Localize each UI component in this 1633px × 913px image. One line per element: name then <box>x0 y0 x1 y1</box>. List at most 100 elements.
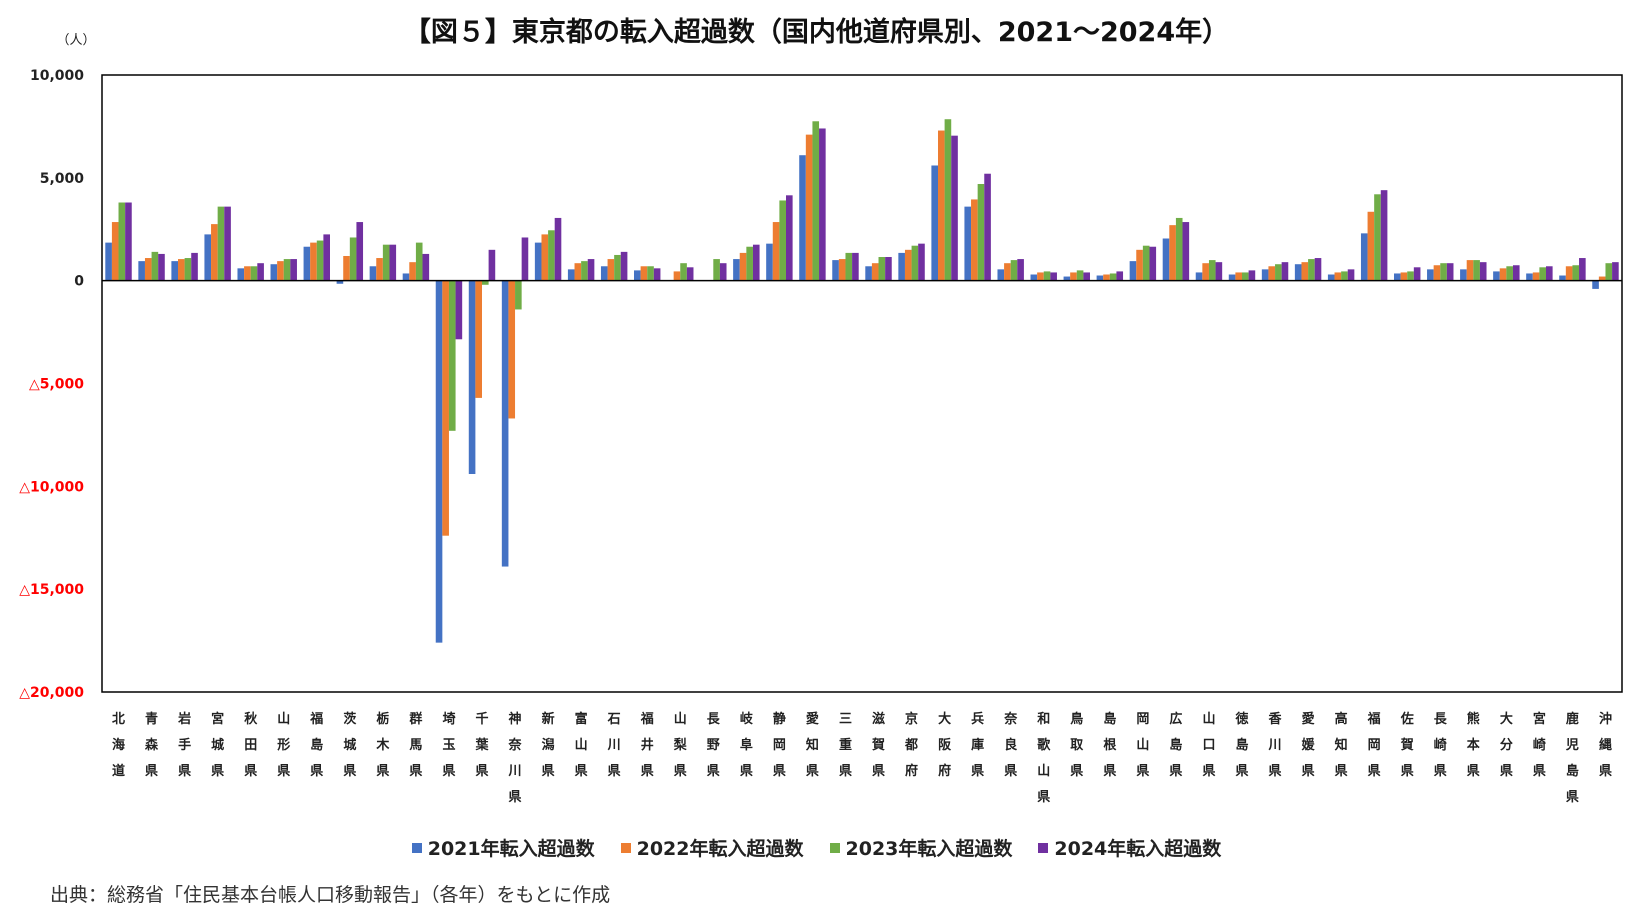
bar-長崎県-2022年転入超過数 <box>1433 265 1441 281</box>
x-category-label: 石川県 <box>607 712 621 779</box>
bar-香川県-2023年転入超過数 <box>1275 264 1282 281</box>
y-tick-label: 0 <box>74 274 84 290</box>
bar-沖縄県-2022年転入超過数 <box>1598 276 1606 281</box>
x-category-label: 鳥取県 <box>1070 711 1084 779</box>
bar-徳島県-2021年転入超過数 <box>1228 274 1236 281</box>
bar-兵庫県-2023年転入超過数 <box>977 184 985 281</box>
bar-山梨県-2024年転入超過数 <box>686 267 694 281</box>
bar-秋田県-2024年転入超過数 <box>257 263 264 281</box>
bar-沖縄県-2024年転入超過数 <box>1612 262 1619 281</box>
x-category-label: 奈良県 <box>1003 711 1018 779</box>
bar-愛知県-2024年転入超過数 <box>819 128 826 281</box>
x-category-label: 宮崎県 <box>1533 711 1546 779</box>
bar-愛媛県-2022年転入超過数 <box>1301 262 1309 281</box>
bar-新潟県-2023年転入超過数 <box>548 230 555 281</box>
bar-沖縄県-2023年転入超過数 <box>1605 263 1613 281</box>
bar-滋賀県-2023年転入超過数 <box>878 257 886 281</box>
chart-title: 【図５】東京都の転入超過数（国内他道府県別、2021～2024年） <box>403 17 1230 48</box>
x-category-label: 大分県 <box>1500 711 1513 779</box>
bar-山梨県-2023年転入超過数 <box>680 263 687 281</box>
bar-愛媛県-2023年転入超過数 <box>1308 259 1315 281</box>
x-category-label: 福井県 <box>640 711 654 779</box>
x-category-label: 和歌山県 <box>1037 711 1051 805</box>
bar-大分県-2021年転入超過数 <box>1493 271 1500 281</box>
x-category-label: 沖縄県 <box>1599 711 1612 779</box>
bar-高知県-2021年転入超過数 <box>1327 274 1335 281</box>
bar-三重県-2024年転入超過数 <box>852 252 859 281</box>
bar-香川県-2022年転入超過数 <box>1268 266 1276 281</box>
bar-富山県-2021年転入超過数 <box>567 269 575 281</box>
bar-茨城県-2021年転入超過数 <box>336 280 344 284</box>
y-tick-label: △15,000 <box>19 582 84 598</box>
x-category-label: 茨城県 <box>343 711 357 779</box>
x-category-label: 香川県 <box>1268 711 1283 779</box>
bar-宮崎県-2021年転入超過数 <box>1526 273 1533 281</box>
y-tick-label: 10,000 <box>30 68 84 84</box>
bar-北海道-2021年転入超過数 <box>105 242 112 281</box>
x-category-label: 山口県 <box>1202 711 1215 779</box>
x-category-label: 青森県 <box>145 711 159 779</box>
x-category-label: 愛知県 <box>806 711 819 779</box>
x-category-label: 広島県 <box>1169 711 1182 779</box>
bar-愛媛県-2021年転入超過数 <box>1294 264 1302 281</box>
bar-熊本県-2024年転入超過数 <box>1479 262 1487 281</box>
x-category-label: 熊本県 <box>1467 711 1480 779</box>
bar-京都府-2021年転入超過数 <box>898 252 905 281</box>
y-tick-label: △20,000 <box>19 685 84 701</box>
bar-鳥取県-2021年転入超過数 <box>1063 276 1071 281</box>
bar-岡山県-2022年転入超過数 <box>1136 249 1143 281</box>
bar-群馬県-2022年転入超過数 <box>409 262 416 281</box>
bar-香川県-2024年転入超過数 <box>1281 262 1289 281</box>
bar-山形県-2021年転入超過数 <box>270 264 278 281</box>
bar-広島県-2022年転入超過数 <box>1169 225 1176 281</box>
bar-広島県-2023年転入超過数 <box>1175 217 1183 281</box>
source-note: 出典：総務省「住民基本台帳人口移動報告」（各年）をもとに作成 <box>50 884 611 906</box>
bar-岐阜県-2023年転入超過数 <box>746 246 753 281</box>
bar-愛知県-2023年転入超過数 <box>812 121 820 281</box>
y-tick-label: △5,000 <box>29 377 84 393</box>
bar-宮城県-2023年転入超過数 <box>217 206 225 281</box>
bar-青森県-2024年転入超過数 <box>158 253 165 281</box>
bar-愛媛県-2024年転入超過数 <box>1314 258 1322 281</box>
x-category-label: 鹿児島県 <box>1565 711 1579 805</box>
x-category-label: 京都府 <box>904 711 918 779</box>
bar-奈良県-2022年転入超過数 <box>1004 263 1011 281</box>
bar-島根県-2021年転入超過数 <box>1096 275 1104 281</box>
x-category-label: 埼玉県 <box>442 711 455 779</box>
bar-熊本県-2021年転入超過数 <box>1460 269 1467 281</box>
bar-鹿児島県-2024年転入超過数 <box>1579 258 1586 281</box>
bar-福島県-2021年転入超過数 <box>303 246 311 281</box>
bar-奈良県-2024年転入超過数 <box>1017 259 1024 281</box>
bar-長野県-2023年転入超過数 <box>713 259 720 281</box>
x-category-label: 神奈川県 <box>508 711 523 805</box>
x-category-label: 岩手県 <box>177 711 191 779</box>
bar-岡山県-2024年転入超過数 <box>1149 246 1157 281</box>
bar-新潟県-2021年転入超過数 <box>534 242 542 281</box>
bar-石川県-2022年転入超過数 <box>607 259 615 281</box>
bar-新潟県-2024年転入超過数 <box>554 217 562 281</box>
bar-奈良県-2023年転入超過数 <box>1010 260 1018 281</box>
chart-legend: 2021年転入超過数 2022年転入超過数 2023年転入超過数 2024年転入超過数 <box>0 834 1633 861</box>
bar-山形県-2022年転入超過数 <box>277 261 284 281</box>
bar-山口県-2024年転入超過数 <box>1215 262 1223 281</box>
bar-茨城県-2024年転入超過数 <box>356 222 364 281</box>
bar-山梨県-2022年転入超過数 <box>673 271 681 281</box>
bar-山口県-2021年転入超過数 <box>1195 272 1203 281</box>
bar-佐賀県-2022年転入超過数 <box>1400 272 1408 281</box>
bar-埼玉県-2021年転入超過数 <box>435 280 443 643</box>
bar-福島県-2024年転入超過数 <box>323 234 330 281</box>
bar-鹿児島県-2023年転入超過数 <box>1572 265 1580 281</box>
bar-千葉県-2024年転入超過数 <box>488 249 496 281</box>
bar-岩手県-2024年転入超過数 <box>191 252 198 281</box>
x-category-label: 長野県 <box>707 712 721 779</box>
bar-岡山県-2021年転入超過数 <box>1129 261 1137 281</box>
x-category-label: 岐阜県 <box>740 711 754 779</box>
bar-大分県-2024年転入超過数 <box>1512 265 1520 281</box>
bar-岐阜県-2022年転入超過数 <box>739 252 747 281</box>
bar-富山県-2023年転入超過数 <box>581 261 588 281</box>
bar-三重県-2023年転入超過数 <box>845 252 853 281</box>
bar-神奈川県-2022年転入超過数 <box>508 280 516 419</box>
bar-福岡県-2024年転入超過数 <box>1380 190 1388 281</box>
bar-佐賀県-2021年転入超過数 <box>1394 273 1401 281</box>
